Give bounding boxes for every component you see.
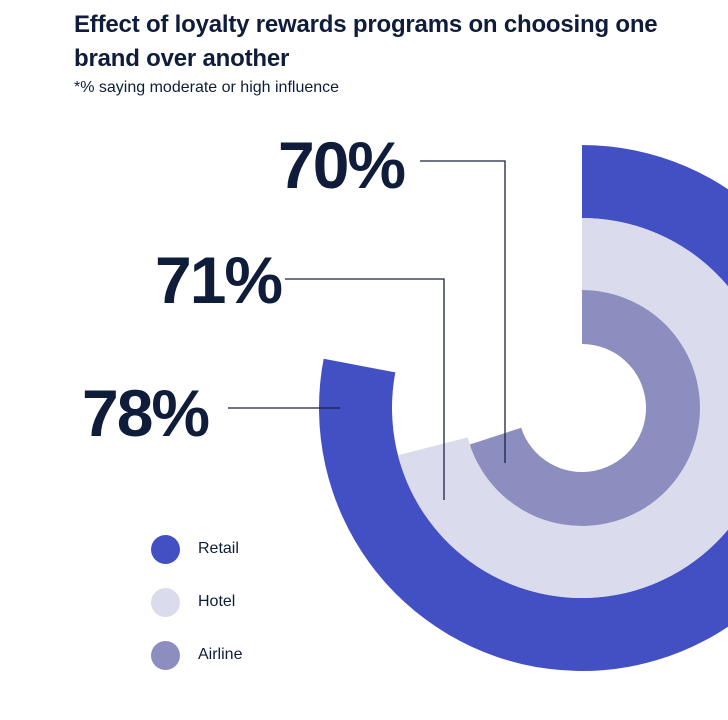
value-labels-group: 78% 71% 70% [82,128,406,450]
legend-label-airline: Airline [198,646,243,663]
value-label-airline: 70% [278,128,404,202]
chart-subtitle: *% saying moderate or high influence [74,79,340,96]
legend-swatch-airline [151,640,180,670]
legend: Retail Hotel Airline [151,534,242,693]
ring-airline [469,290,700,526]
value-label-hotel: 71% [155,243,281,317]
leader-line-airline [420,160,506,463]
value-label-retail: 78% [82,376,208,450]
legend-label-retail: Retail [198,540,239,557]
leader-line-hotel [285,278,445,500]
ring-hotel [397,218,728,598]
legend-label-hotel: Hotel [198,593,236,610]
legend-item-hotel: Hotel [151,587,242,617]
chart-title: Effect of loyalty rewards programs on ch… [74,11,658,72]
legend-swatch-retail [151,534,180,564]
rings-group [319,145,728,671]
legend-item-retail: Retail [151,534,242,564]
legend-item-airline: Airline [151,640,242,670]
leader-lines-group [228,160,506,500]
legend-swatch-hotel [151,587,180,617]
ring-retail [319,145,728,671]
